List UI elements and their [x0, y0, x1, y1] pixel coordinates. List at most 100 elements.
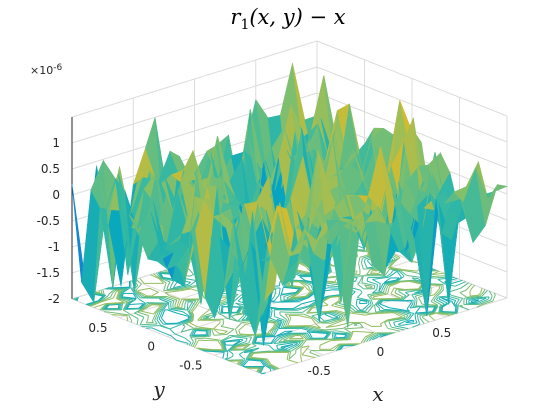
contour-segment [151, 327, 162, 333]
contour-segment [412, 323, 421, 328]
contour-segment [119, 303, 122, 310]
contour-segment [128, 298, 137, 305]
contour-segment [112, 291, 117, 299]
contour-segment [230, 345, 236, 351]
contour-segment [352, 311, 371, 314]
contour-segment [224, 357, 228, 360]
contour-segment [107, 294, 110, 297]
contour-segment [299, 281, 306, 288]
contour-segment [275, 330, 286, 337]
contour-segment [342, 314, 346, 320]
contour-segment [457, 304, 460, 307]
contour-segment [228, 345, 235, 352]
contour-segment [251, 343, 257, 347]
contour-segment [448, 287, 461, 293]
contour-segment [429, 284, 432, 289]
contour-segment [305, 287, 311, 293]
contour-segment [156, 315, 159, 320]
contour-segment [430, 301, 439, 306]
contour-segment [280, 287, 284, 295]
contour-segment [408, 313, 415, 321]
contour-segment [270, 326, 276, 332]
contour-segment [101, 303, 108, 311]
contour-segment [356, 298, 369, 302]
contour-segment [379, 335, 384, 338]
contour-segment [362, 308, 364, 311]
contour-segment [295, 288, 300, 293]
contour-segment [224, 340, 241, 343]
contour-segment [222, 345, 226, 351]
contour-segment [223, 345, 227, 352]
contour-segment [237, 306, 243, 314]
contour-segment [340, 345, 344, 350]
contour-segment [270, 364, 280, 370]
contour-segment [401, 322, 418, 326]
contour-segment [422, 317, 430, 323]
contour-segment [140, 302, 148, 310]
contour-segment [315, 330, 331, 334]
contour-segment [159, 310, 163, 317]
contour-segment [98, 290, 101, 293]
contour-segment [227, 359, 244, 361]
contour-segment [358, 257, 361, 264]
contour-segment [372, 312, 392, 315]
x-tick-label: -0.5 [308, 364, 331, 378]
contour-segment [280, 292, 297, 296]
contour-segment [164, 309, 166, 311]
contour-segment [230, 316, 238, 322]
contour-segment [271, 296, 275, 301]
contour-segment [112, 287, 128, 290]
contour-segment [119, 297, 134, 301]
contour-segment [352, 305, 354, 307]
contour-segment [366, 277, 369, 282]
contour-segment [270, 330, 274, 335]
contour-segment [166, 285, 169, 290]
contour-segment [237, 314, 245, 322]
contour-segment [244, 345, 257, 351]
contour-segment [220, 323, 224, 327]
contour-segment [430, 284, 440, 287]
contour-segment [243, 312, 247, 317]
contour-segment [99, 303, 107, 311]
contour-segment [212, 328, 220, 335]
contour-segment [367, 304, 372, 308]
contour-segment [279, 333, 292, 339]
contour-segment [301, 334, 308, 341]
contour-segment [241, 312, 245, 316]
contour-segment [132, 288, 136, 293]
z-exponent-label: ×10-6 [30, 63, 62, 77]
contour-segment [430, 295, 436, 302]
contour-segment [284, 319, 288, 323]
contour-segment [399, 310, 412, 315]
contour-segment [293, 296, 308, 301]
contour-segment [371, 311, 390, 314]
contour-segment [372, 291, 382, 294]
contour-segment [373, 299, 381, 307]
contour-segment [295, 296, 309, 302]
contour-segment [319, 340, 331, 346]
contour-segment [389, 266, 404, 271]
contour-segment [307, 290, 315, 298]
contour-segment [273, 341, 291, 345]
contour-segment [190, 341, 194, 347]
contour-segment [140, 310, 154, 315]
contour-segment [273, 337, 281, 344]
title-rest: (x, y) − x [249, 5, 345, 29]
chart-title: r1(x, y) − x [230, 5, 345, 33]
contour-segment [166, 295, 177, 301]
contour-segment [211, 329, 215, 336]
contour-segment [385, 309, 400, 312]
contour-segment [302, 299, 316, 305]
contour-segment [156, 319, 162, 326]
contour-segment [365, 313, 373, 316]
contour-segment [225, 334, 231, 339]
contour-segment [301, 327, 313, 332]
contour-segment [137, 287, 150, 292]
contour-segment [307, 285, 310, 290]
contour-segment [394, 288, 398, 293]
contour-segment [401, 295, 407, 300]
title-subscript: 1 [240, 17, 249, 33]
contour-segment [253, 337, 257, 344]
contour-segment [113, 312, 129, 316]
contour-segment [237, 334, 253, 337]
